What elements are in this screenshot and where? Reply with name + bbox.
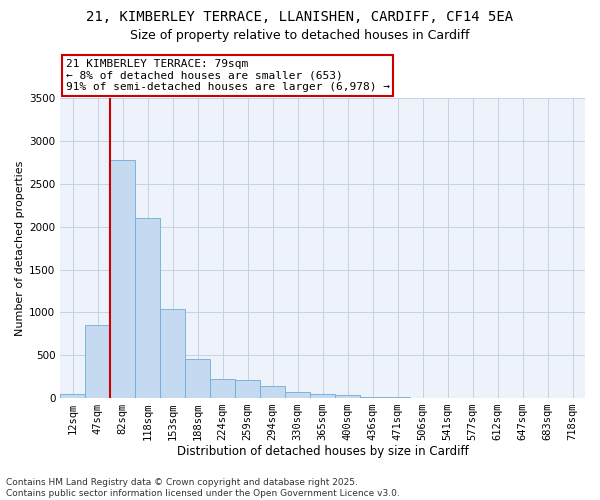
Text: Size of property relative to detached houses in Cardiff: Size of property relative to detached ho… (130, 29, 470, 42)
Y-axis label: Number of detached properties: Number of detached properties (15, 160, 25, 336)
Bar (310, 394, 335, 398)
Bar (60, 394, 85, 398)
Bar (185, 358, 210, 398)
Bar (135, 218, 160, 398)
Bar (335, 396, 360, 398)
Bar (110, 160, 135, 398)
Bar (285, 392, 310, 398)
Text: 21 KIMBERLEY TERRACE: 79sqm
← 8% of detached houses are smaller (653)
91% of sem: 21 KIMBERLEY TERRACE: 79sqm ← 8% of deta… (65, 59, 389, 92)
Bar (360, 396, 385, 398)
Bar (210, 379, 235, 398)
Bar (235, 380, 260, 398)
Bar (85, 325, 110, 398)
Text: Contains HM Land Registry data © Crown copyright and database right 2025.
Contai: Contains HM Land Registry data © Crown c… (6, 478, 400, 498)
Bar (160, 309, 185, 398)
Bar (260, 386, 285, 398)
X-axis label: Distribution of detached houses by size in Cardiff: Distribution of detached houses by size … (177, 444, 469, 458)
Text: 21, KIMBERLEY TERRACE, LLANISHEN, CARDIFF, CF14 5EA: 21, KIMBERLEY TERRACE, LLANISHEN, CARDIF… (86, 10, 514, 24)
